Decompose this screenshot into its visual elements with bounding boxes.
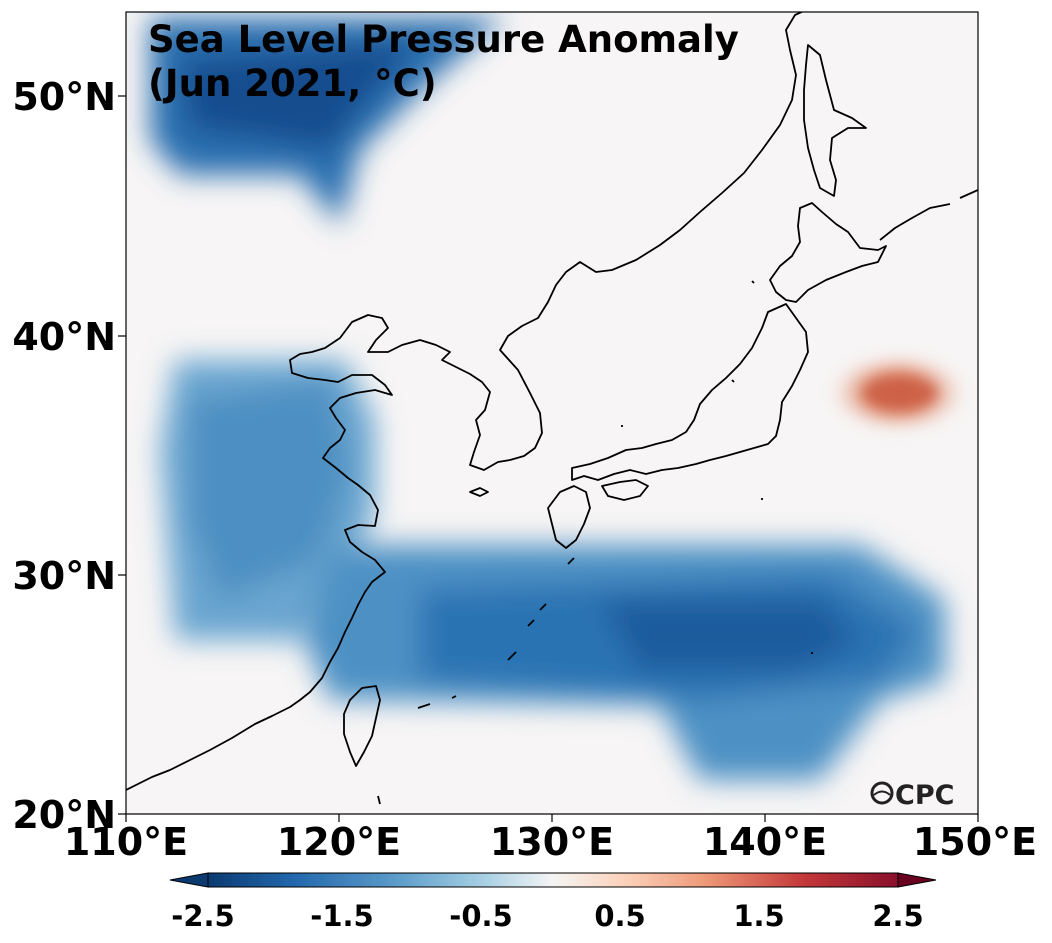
lon-tick-label: 150°E bbox=[913, 820, 1037, 864]
colorbar-tick-label: 2.5 bbox=[872, 899, 923, 933]
coastline-taiwan bbox=[343, 685, 381, 767]
colorbar-bar bbox=[207, 872, 899, 888]
coastlines bbox=[126, 12, 978, 805]
lat-tick-label: 50°N bbox=[12, 75, 116, 119]
noaa-emblem-icon bbox=[870, 781, 894, 805]
colorbar-tick-label: -2.5 bbox=[171, 899, 234, 933]
coastline-kurils bbox=[879, 189, 978, 241]
coastline-small-islands bbox=[377, 280, 813, 805]
lon-tick-label: 140°E bbox=[703, 820, 827, 864]
coastline-kyushu bbox=[547, 485, 591, 549]
coastline-ryukyu bbox=[417, 557, 575, 709]
coastline-shikoku bbox=[601, 479, 649, 501]
coastline-sakhalin bbox=[803, 44, 867, 197]
logo-text: CPC bbox=[895, 780, 954, 811]
axis-ticks bbox=[118, 95, 979, 822]
lat-tick-label: 40°N bbox=[12, 315, 116, 359]
coastline-hokkaido bbox=[769, 202, 887, 303]
coastline-honshu bbox=[571, 303, 809, 481]
map-title-line2: (Jun 2021, °C) bbox=[148, 62, 437, 105]
anomaly-field bbox=[150, 18, 973, 780]
colorbar-extend-low bbox=[169, 872, 209, 888]
colorbar-tick-label: 0.5 bbox=[594, 899, 645, 933]
anomaly-east-japan-high bbox=[823, 349, 973, 437]
lon-tick-label: 130°E bbox=[490, 820, 614, 864]
colorbar: -2.5 -1.5 -0.5 0.5 1.5 2.5 bbox=[169, 872, 937, 933]
coastline-jeju bbox=[469, 487, 489, 497]
map-title-line1: Sea Level Pressure Anomaly bbox=[148, 18, 739, 61]
cpc-logo: CPC bbox=[870, 780, 954, 811]
colorbar-tick-label: 1.5 bbox=[733, 899, 784, 933]
colorbar-tick-label: -1.5 bbox=[310, 899, 373, 933]
anomaly-pacific-low bbox=[300, 545, 945, 780]
coastline-mainland bbox=[126, 12, 804, 791]
colorbar-tick-label: -0.5 bbox=[449, 899, 512, 933]
anomaly-northwest-low bbox=[150, 18, 505, 225]
lat-tick-label: 30°N bbox=[12, 554, 116, 598]
lon-tick-label: 120°E bbox=[277, 820, 401, 864]
lon-tick-label: 110°E bbox=[64, 820, 188, 864]
lat-tick-label: 20°N bbox=[12, 793, 116, 837]
colorbar-extend-high bbox=[897, 872, 937, 888]
